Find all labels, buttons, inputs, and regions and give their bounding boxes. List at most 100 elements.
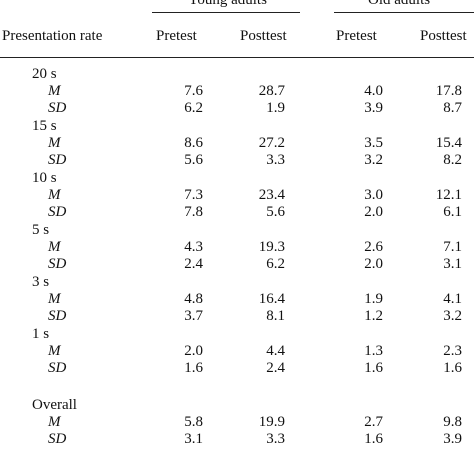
table-cell: 1.9 (266, 100, 285, 116)
stat-label: M (48, 83, 61, 99)
section-label: 15 s (32, 118, 57, 134)
table-cell: 8.2 (443, 152, 462, 168)
section-label: 20 s (32, 66, 57, 82)
table-cell: 3.1 (184, 431, 203, 447)
table-cell: 7.1 (443, 239, 462, 255)
section-row: 5 s (0, 222, 474, 239)
table-row: M 2.0 4.4 1.3 2.3 (0, 343, 474, 360)
table-row: SD 1.6 2.4 1.6 1.6 (0, 360, 474, 377)
table-cell: 27.2 (258, 135, 285, 151)
table-cell: 1.6 (364, 431, 383, 447)
table-cell: 7.6 (184, 83, 203, 99)
table-cell: 7.8 (184, 204, 203, 220)
table-cell: 3.9 (443, 431, 462, 447)
section-label: 1 s (32, 326, 50, 342)
table-cell: 6.2 (266, 256, 285, 272)
stat-label: SD (48, 360, 67, 376)
table-cell: 3.2 (364, 152, 383, 168)
section-label: 10 s (32, 170, 57, 186)
section-row: 20 s (0, 66, 474, 83)
table-cell: 8.6 (184, 135, 203, 151)
group-header-young: Young adults (188, 0, 267, 8)
stat-label: SD (48, 308, 67, 324)
table-row: M 7.6 28.7 4.0 17.8 (0, 83, 474, 100)
table-cell: 5.6 (266, 204, 285, 220)
stat-label: M (48, 187, 61, 203)
section-label: Overall (32, 397, 77, 413)
table-row: M 8.6 27.2 3.5 15.4 (0, 135, 474, 152)
table-cell: 5.6 (184, 152, 203, 168)
table-row: SD 7.8 5.6 2.0 6.1 (0, 204, 474, 221)
table-cell: 2.4 (184, 256, 203, 272)
table-cell: 19.3 (258, 239, 285, 255)
table-cell: 8.1 (266, 308, 285, 324)
table-cell: 2.6 (364, 239, 383, 255)
table-row: SD 3.1 3.3 1.6 3.9 (0, 431, 474, 448)
table-row: M 4.8 16.4 1.9 4.1 (0, 291, 474, 308)
table-cell: 9.8 (443, 414, 462, 430)
table-cell: 3.5 (364, 135, 383, 151)
table-cell: 8.7 (443, 100, 462, 116)
table-row: SD 6.2 1.9 3.9 8.7 (0, 100, 474, 117)
stat-label: M (48, 135, 61, 151)
table-cell: 3.7 (184, 308, 203, 324)
section-label: 5 s (32, 222, 50, 238)
table-cell: 1.3 (364, 343, 383, 359)
table-cell: 2.4 (266, 360, 285, 376)
table-cell: 1.2 (364, 308, 383, 324)
group-rule-old (334, 12, 474, 13)
section-row: 10 s (0, 170, 474, 187)
table-cell: 3.0 (364, 187, 383, 203)
table-cell: 5.8 (184, 414, 203, 430)
table-row: SD 5.6 3.3 3.2 8.2 (0, 152, 474, 169)
table-cell: 12.1 (435, 187, 462, 203)
table-cell: 28.7 (258, 83, 285, 99)
header-rule (0, 57, 474, 58)
table-cell: 16.4 (258, 291, 285, 307)
table-cell: 2.0 (364, 204, 383, 220)
table-cell: 3.3 (266, 152, 285, 168)
col-header-old-posttest: Posttest (420, 28, 467, 44)
section-label: 3 s (32, 274, 50, 290)
stat-label: SD (48, 431, 67, 447)
table-cell: 1.9 (364, 291, 383, 307)
table-row: M 4.3 19.3 2.6 7.1 (0, 239, 474, 256)
group-rule-young (152, 12, 300, 13)
table-cell: 1.6 (443, 360, 462, 376)
table-cell: 3.1 (443, 256, 462, 272)
table-cell: 4.1 (443, 291, 462, 307)
table-cell: 4.4 (266, 343, 285, 359)
table-cell: 6.2 (184, 100, 203, 116)
stat-label: M (48, 291, 61, 307)
table-cell: 1.6 (184, 360, 203, 376)
table-cell: 17.8 (435, 83, 462, 99)
table-cell: 1.6 (364, 360, 383, 376)
section-row: Overall (0, 397, 474, 414)
section-row: 3 s (0, 274, 474, 291)
table-row: SD 2.4 6.2 2.0 3.1 (0, 256, 474, 273)
table-cell: 4.3 (184, 239, 203, 255)
table-cell: 7.3 (184, 187, 203, 203)
section-row: 1 s (0, 326, 474, 343)
group-header-old: Old adults (368, 0, 431, 8)
table-cell: 6.1 (443, 204, 462, 220)
stat-label: SD (48, 100, 67, 116)
col-header-old-pretest: Pretest (336, 28, 377, 44)
table-row: M 7.3 23.4 3.0 12.1 (0, 187, 474, 204)
col-header-young-pretest: Pretest (156, 28, 197, 44)
stat-label: M (48, 414, 61, 430)
table-row: M 5.8 19.9 2.7 9.8 (0, 414, 474, 431)
stat-label: M (48, 239, 61, 255)
table-cell: 3.9 (364, 100, 383, 116)
table-cell: 4.0 (364, 83, 383, 99)
col-header-young-posttest: Posttest (240, 28, 287, 44)
table-cell: 3.2 (443, 308, 462, 324)
table-cell: 2.7 (364, 414, 383, 430)
table-cell: 2.0 (364, 256, 383, 272)
section-row: 15 s (0, 118, 474, 135)
table-cell: 2.3 (443, 343, 462, 359)
stat-label: M (48, 343, 61, 359)
stat-label: SD (48, 204, 67, 220)
stat-label: SD (48, 152, 67, 168)
